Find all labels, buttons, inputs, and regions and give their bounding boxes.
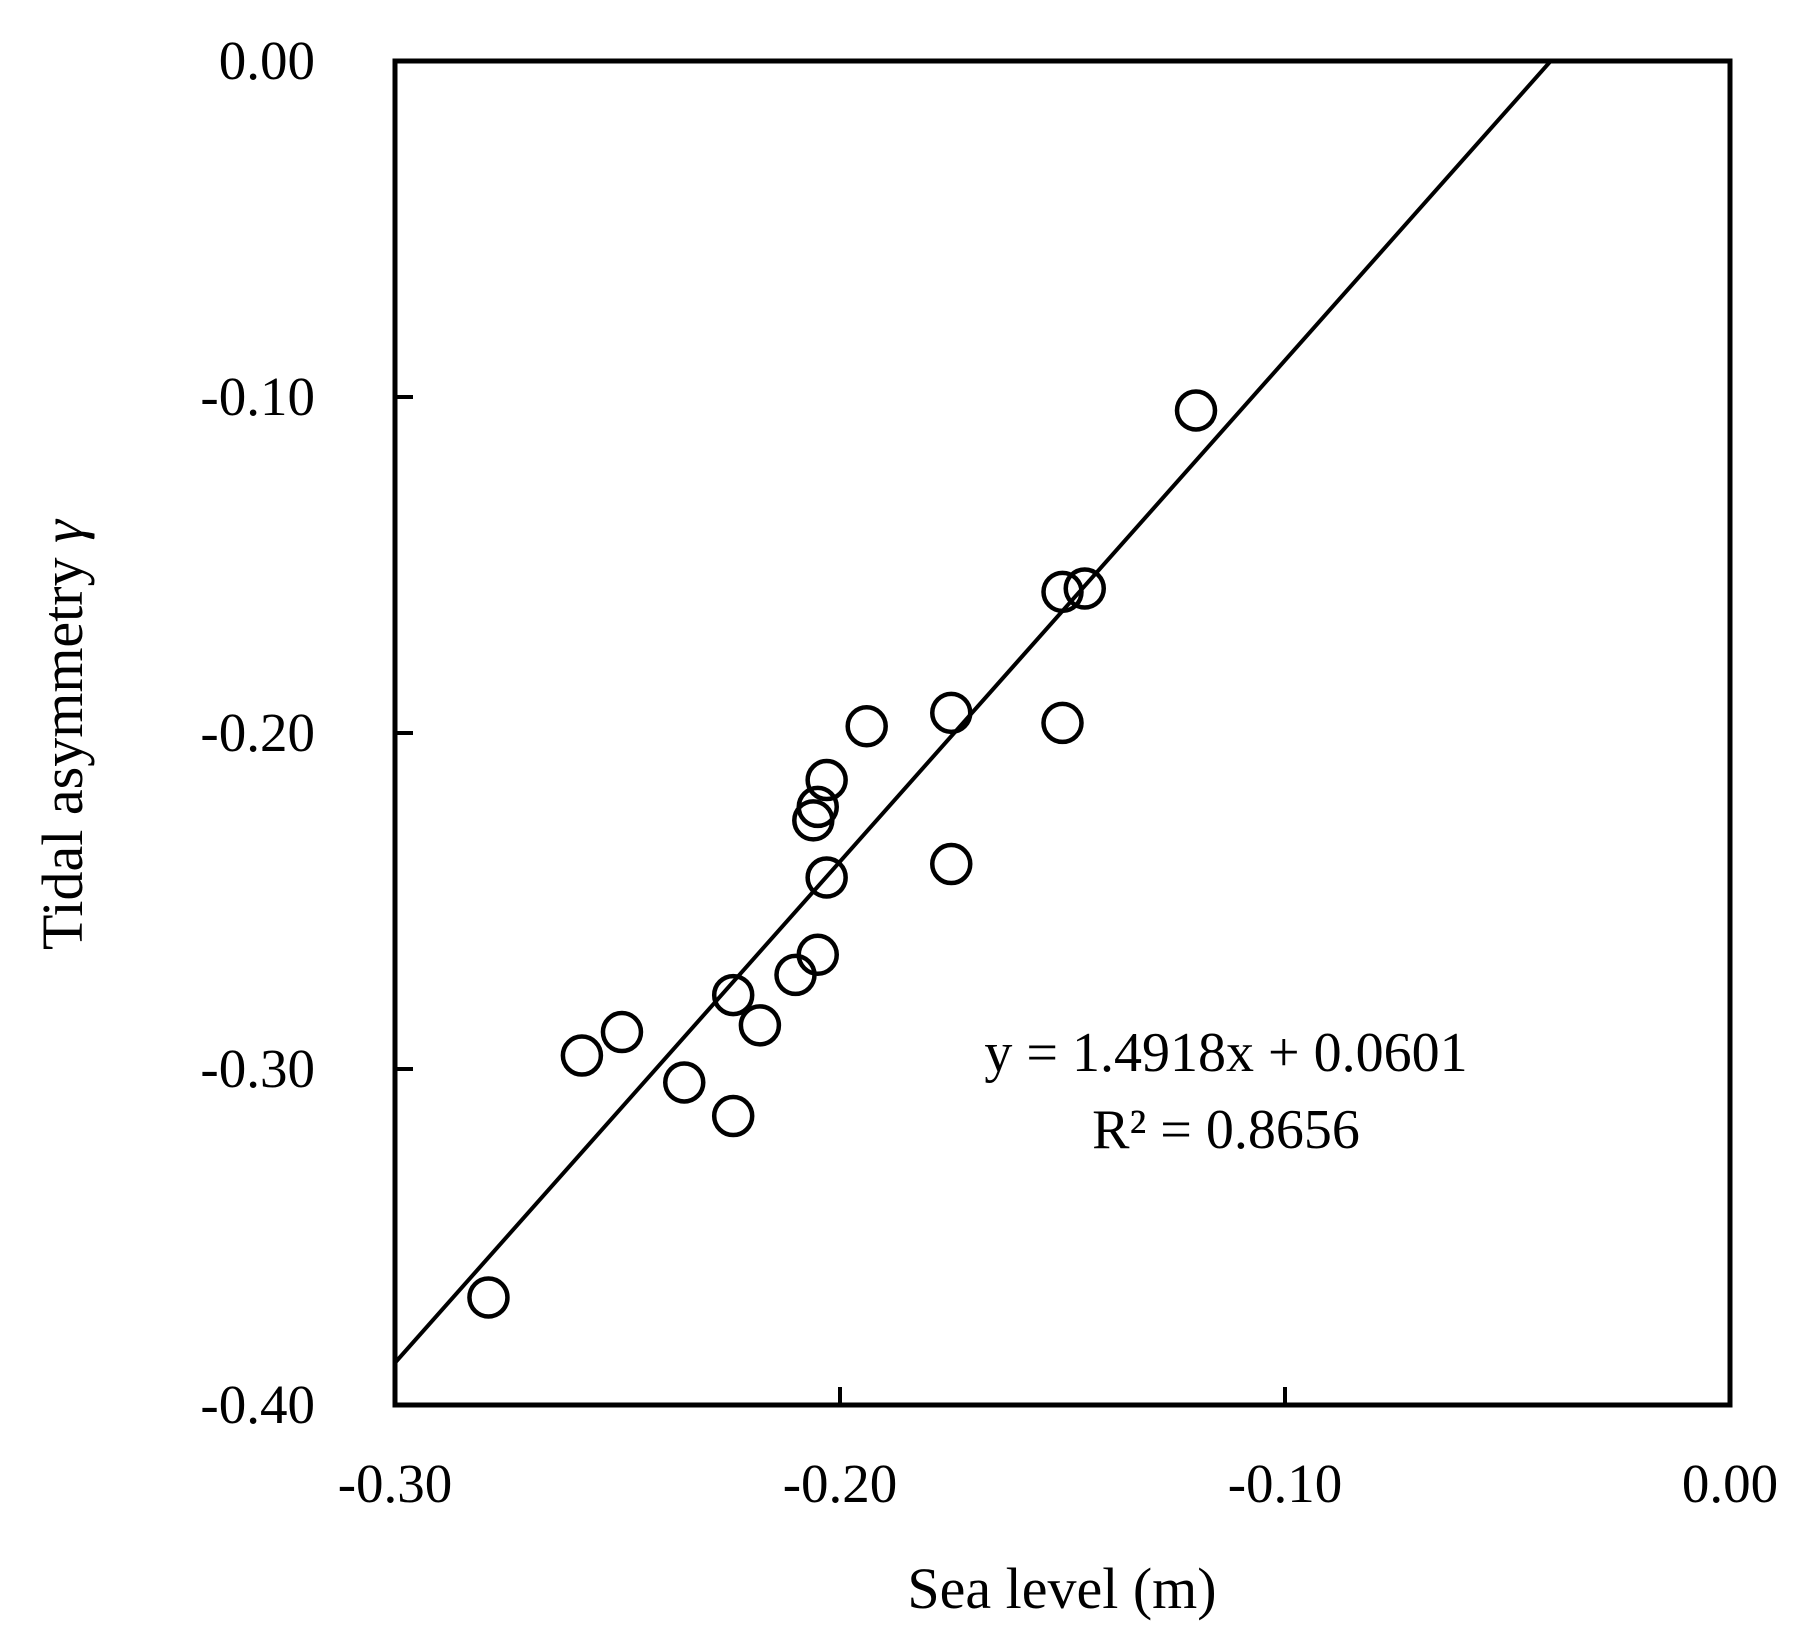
y-tick-label: 0.00 — [219, 30, 315, 91]
data-point — [930, 842, 973, 886]
data-point — [467, 1276, 510, 1319]
data-point — [805, 856, 848, 899]
data-point — [738, 1004, 782, 1047]
r-squared-label: R² = 0.8656 — [1092, 1099, 1360, 1161]
data-point — [1174, 389, 1218, 432]
y-axis-title-symbol: γ — [30, 518, 95, 543]
plot-frame — [392, 58, 1733, 1408]
y-tick-label: -0.20 — [200, 702, 315, 763]
x-tick-label: -0.30 — [338, 1453, 453, 1514]
data-points — [467, 389, 1218, 1319]
x-axis-title: Sea level (m) — [907, 1556, 1216, 1621]
data-point — [805, 758, 848, 802]
data-point — [600, 1010, 644, 1054]
data-point — [1041, 701, 1084, 745]
data-point — [930, 691, 973, 735]
y-tick-label: -0.30 — [200, 1038, 315, 1099]
y-axis-title: Tidal asymmetry γ — [30, 518, 95, 950]
data-point — [774, 953, 817, 997]
data-point — [663, 1061, 706, 1104]
data-point — [796, 933, 839, 977]
data-point — [560, 1034, 604, 1077]
data-point — [711, 973, 755, 1017]
x-tick-label: 0.00 — [1682, 1453, 1778, 1514]
x-tick-label: -0.20 — [783, 1453, 898, 1514]
data-point — [845, 705, 888, 748]
trendline — [395, 61, 1554, 1365]
y-tick-label: -0.10 — [200, 366, 315, 427]
y-tick-label: -0.40 — [200, 1374, 315, 1435]
x-axis-ticks: -0.30 -0.20 -0.10 0.00 — [338, 1387, 1778, 1514]
y-axis-title-text: Tidal asymmetry — [30, 557, 95, 950]
y-axis-ticks: -0.40 -0.30 -0.20 -0.10 0.00 — [200, 30, 413, 1435]
data-point — [711, 1094, 755, 1138]
trendline-equation: y = 1.4918x + 0.0601 — [984, 1022, 1467, 1084]
data-point — [1063, 567, 1106, 610]
data-point — [796, 785, 839, 829]
x-tick-label: -0.10 — [1228, 1453, 1343, 1514]
data-point — [1041, 570, 1084, 614]
